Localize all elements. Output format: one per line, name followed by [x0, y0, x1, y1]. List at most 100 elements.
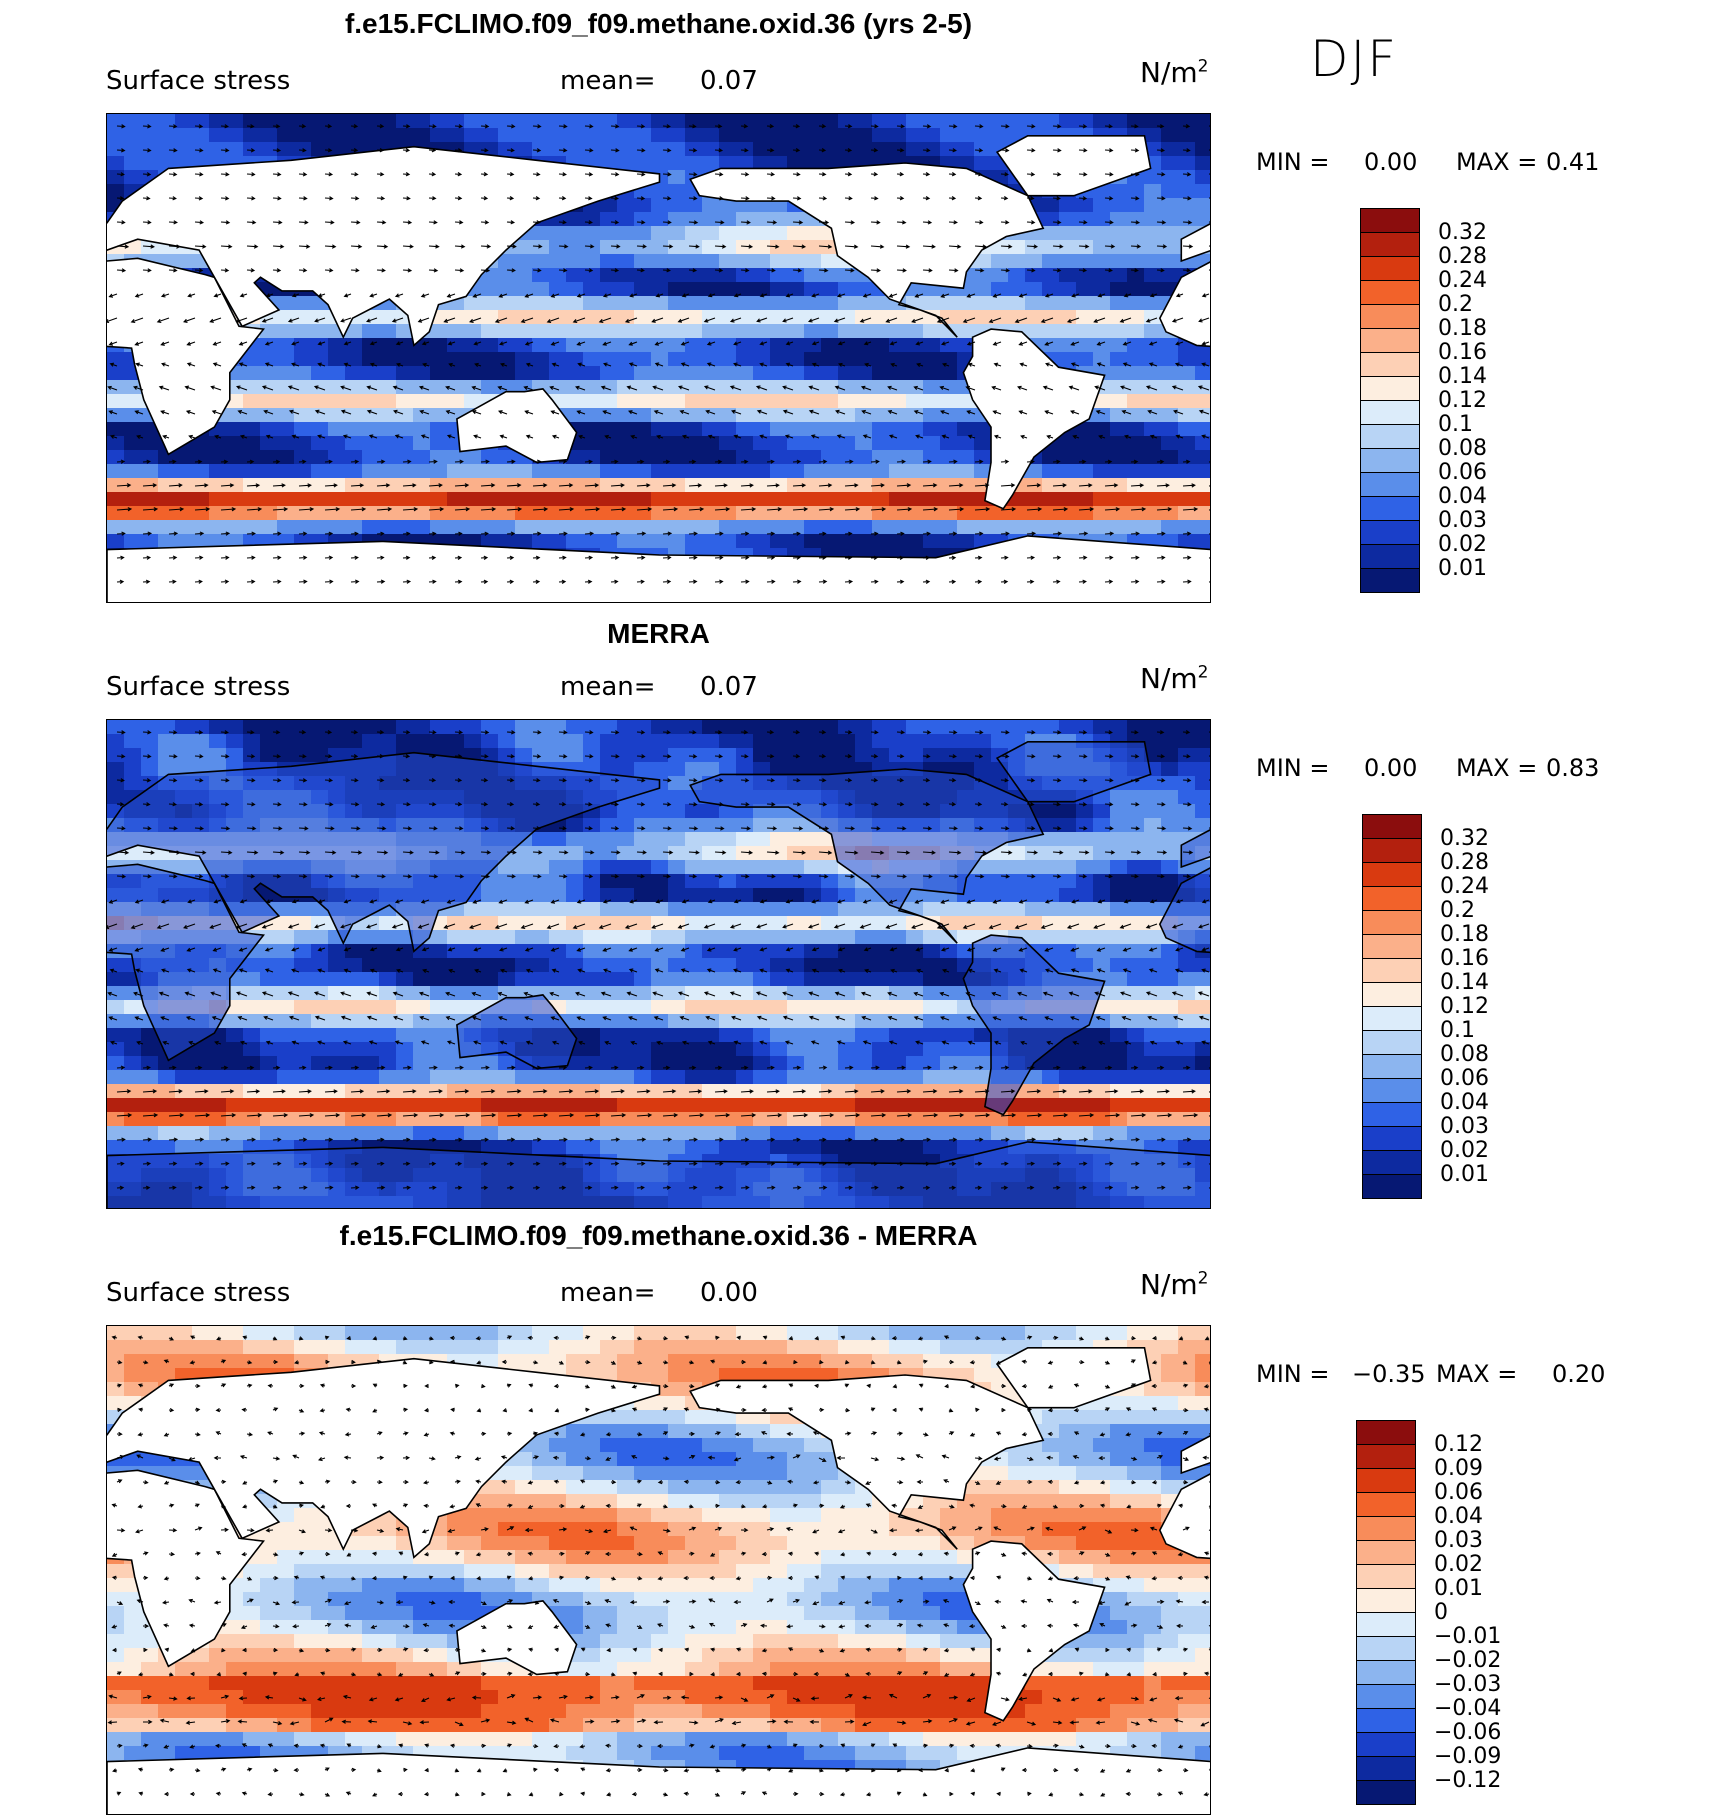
panel-1-units: N/m2 — [1140, 56, 1209, 89]
wind-vector — [1026, 778, 1036, 783]
wind-vector — [740, 1113, 757, 1118]
wind-vector — [213, 293, 222, 298]
wind-vector — [870, 220, 881, 225]
wind-vector — [1126, 1647, 1132, 1652]
colorbar-swatch — [1356, 1420, 1416, 1445]
wind-vector — [168, 507, 185, 512]
wind-vector — [819, 1743, 825, 1749]
wind-vector — [1149, 1040, 1158, 1045]
wind-vector — [1182, 730, 1191, 735]
wind-vector — [1174, 1696, 1184, 1701]
wind-vector — [948, 1504, 955, 1509]
wind-vector — [142, 754, 152, 759]
wind-vector — [662, 1792, 669, 1797]
wind-vector — [402, 124, 411, 129]
wind-vector — [584, 1335, 591, 1340]
wind-vector — [766, 1480, 773, 1485]
wind-vector — [610, 1137, 621, 1142]
wind-vector — [948, 1185, 957, 1190]
wind-vector — [636, 1336, 643, 1341]
wind-vector — [454, 1551, 460, 1556]
colorbar-tick-label: −0.09 — [1434, 1744, 1502, 1769]
wind-vector — [1104, 850, 1116, 855]
wind-vector — [298, 874, 308, 879]
wind-vector — [974, 850, 988, 855]
wind-vector — [807, 317, 820, 323]
wind-vector — [209, 317, 222, 323]
wind-vector — [896, 802, 905, 807]
wind-vector — [1078, 826, 1088, 831]
wind-vector — [610, 507, 627, 512]
wind-vector — [350, 1137, 359, 1142]
wind-vector — [766, 826, 778, 831]
wind-vector — [1078, 1503, 1085, 1509]
wind-vector — [398, 1743, 404, 1748]
colorbar-tick-label: 0.09 — [1434, 1456, 1483, 1481]
wind-vector — [628, 362, 638, 367]
wind-vector — [324, 778, 334, 783]
wind-vector — [502, 1768, 508, 1773]
wind-vector — [1173, 409, 1184, 415]
wind-vector — [168, 1065, 177, 1070]
wind-vector — [604, 434, 612, 439]
wind-vector — [759, 362, 768, 367]
wind-vector — [1099, 1503, 1106, 1508]
wind-vector — [291, 434, 300, 439]
wind-vector — [974, 1407, 980, 1413]
wind-vector — [272, 148, 282, 153]
wind-vector — [683, 1575, 690, 1581]
wind-vector — [1096, 1697, 1106, 1702]
wind-vector — [948, 802, 957, 807]
panel-2-minmax: MIN = 0.00 MAX = 0.83 — [1256, 754, 1656, 784]
wind-vector — [632, 1671, 638, 1676]
wind-vector — [550, 293, 560, 298]
panel-2-max-value: 0.83 — [1546, 754, 1600, 782]
wind-vector — [584, 1137, 595, 1142]
wind-vector — [1000, 778, 1009, 783]
wind-vector — [740, 459, 749, 464]
wind-vector — [792, 124, 801, 129]
wind-vector — [683, 1407, 690, 1412]
wind-vector — [818, 1065, 828, 1070]
wind-vector — [942, 968, 950, 973]
wind-vector — [1182, 1407, 1189, 1413]
wind-vector — [142, 1360, 149, 1365]
wind-vector — [376, 874, 386, 879]
wind-vector — [194, 802, 204, 807]
wind-vector — [142, 268, 152, 273]
wind-vector — [974, 778, 983, 783]
wind-vector — [707, 899, 716, 904]
wind-vector — [1203, 1792, 1210, 1797]
wind-vector — [1026, 268, 1036, 273]
wind-vector — [189, 1791, 195, 1797]
wind-vector — [213, 1455, 222, 1461]
wind-vector — [558, 778, 567, 783]
wind-vector — [423, 1791, 430, 1797]
wind-vector — [1026, 1089, 1042, 1094]
wind-vector — [943, 1335, 950, 1340]
wind-vector — [454, 483, 470, 488]
wind-vector — [558, 1113, 575, 1118]
wind-vector — [922, 555, 931, 560]
wind-vector — [1156, 1065, 1165, 1070]
wind-vector — [553, 1744, 560, 1749]
wind-vector — [298, 220, 309, 225]
wind-vector — [714, 220, 725, 225]
wind-vector — [844, 1089, 859, 1094]
wind-vector — [1014, 923, 1028, 930]
wind-vector — [662, 730, 671, 735]
wind-vector — [116, 507, 133, 512]
wind-vector — [610, 1113, 627, 1118]
wind-vector — [558, 754, 568, 759]
wind-vector — [1070, 1016, 1080, 1021]
wind-vector — [1026, 850, 1039, 855]
wind-vector — [214, 434, 222, 439]
wind-vector — [818, 1185, 828, 1190]
wind-vector — [376, 244, 389, 249]
colorbar-tick-label: 0.03 — [1440, 1114, 1489, 1139]
wind-vector — [116, 874, 127, 879]
wind-vector — [1073, 1480, 1080, 1485]
wind-vector — [142, 826, 152, 831]
wind-vector — [246, 1576, 253, 1581]
wind-vector — [766, 124, 775, 129]
